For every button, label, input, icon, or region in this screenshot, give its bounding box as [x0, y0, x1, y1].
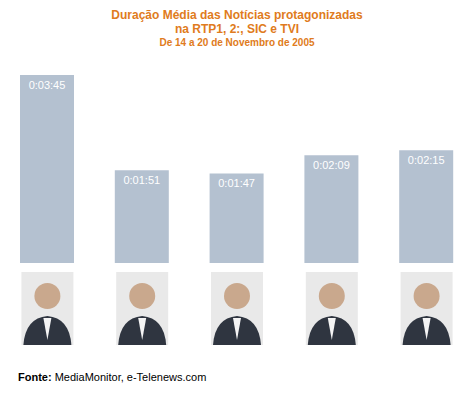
svg-text:0:03:45: 0:03:45	[29, 79, 66, 91]
svg-text:0:02:09: 0:02:09	[313, 159, 350, 171]
svg-text:0:01:47: 0:01:47	[218, 177, 255, 189]
svg-text:0:01:51: 0:01:51	[123, 174, 160, 186]
html-text:Duração Média das Notícias pro: Duração Média das Notícias protagonizada…	[111, 8, 363, 22]
html-text:na RTP1, 2:, SIC e TVI: na RTP1, 2:, SIC e TVI	[175, 22, 299, 36]
html-text:De 14 a 20 de Novembro de 2005: De 14 a 20 de Novembro de 2005	[159, 37, 315, 48]
html-text:Fonte: MediaMonitor, e-Telenew: Fonte: MediaMonitor, e-Telenews.com	[18, 371, 207, 383]
svg-text:0:02:15: 0:02:15	[408, 154, 445, 166]
